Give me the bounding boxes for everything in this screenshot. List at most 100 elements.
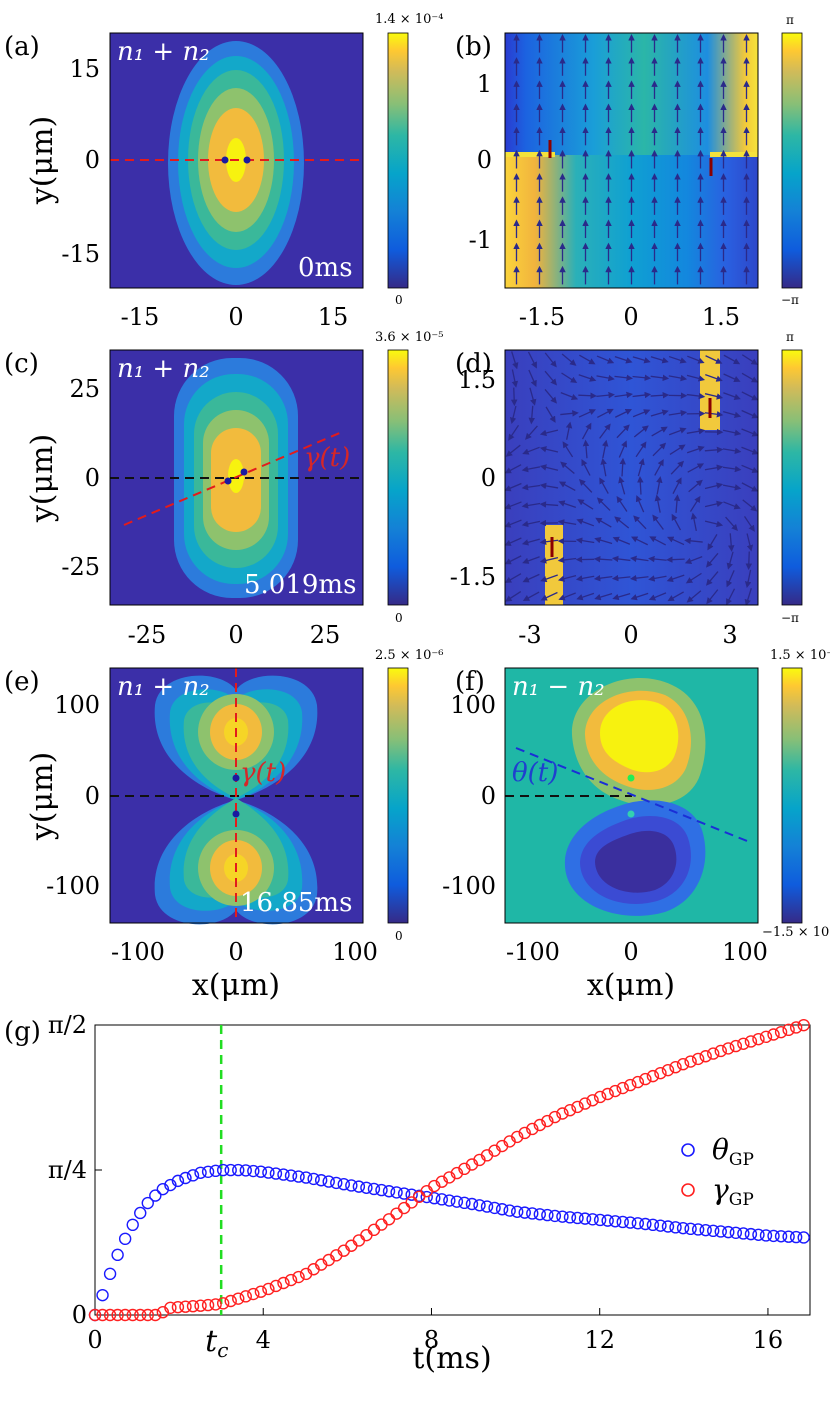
phase-arrow	[706, 589, 719, 605]
panel-f-frame	[504, 667, 759, 924]
data-point	[473, 1199, 486, 1212]
phase-arrow	[688, 479, 703, 493]
phase-arrow	[596, 374, 615, 382]
legend-marker	[681, 1183, 695, 1197]
data-point	[96, 1308, 109, 1322]
phase-arrow	[741, 446, 758, 455]
phase-arrow	[596, 391, 615, 399]
data-point	[722, 1225, 735, 1239]
data-point	[526, 1122, 539, 1136]
phase-arrow	[666, 574, 685, 583]
panel-a-colorbar	[387, 32, 409, 289]
phase-arrow	[722, 429, 742, 436]
data-point	[639, 1217, 652, 1231]
phase-arrow	[742, 499, 758, 512]
panel-b-xtick-3: 1.5	[702, 303, 740, 331]
data-point	[201, 1298, 215, 1312]
data-point	[518, 1206, 531, 1219]
panel-e-xtick-1: -100	[111, 938, 165, 966]
data-point	[593, 1213, 607, 1227]
phase-arrow	[631, 536, 649, 546]
panel-e-time: 16.85ms	[240, 888, 352, 918]
panel-d-colorbar	[781, 349, 803, 606]
data-point	[443, 1194, 456, 1207]
panel-f-angle-label: θ(t)	[512, 758, 558, 788]
phase-arrow	[650, 409, 669, 417]
data-point	[420, 1190, 433, 1204]
phase-arrow	[599, 477, 609, 494]
panel-c-ytick-2: 0	[85, 464, 100, 492]
phase-arrow	[725, 516, 738, 531]
phase-arrow	[597, 408, 614, 419]
data-point	[495, 1203, 509, 1216]
phase-arrow	[614, 391, 633, 399]
phase-arrow	[595, 517, 612, 528]
phase-arrow	[540, 591, 558, 601]
panel-c-angle-label: γ(t)	[304, 443, 350, 473]
data-point	[744, 1035, 758, 1048]
phase-arrow	[686, 374, 706, 382]
panel-d: (d) 1.5 0 -1.5 -3 0 3 π −π	[450, 330, 803, 649]
panel-c-ytick-1: 25	[69, 375, 100, 403]
data-point	[752, 1228, 765, 1241]
data-point	[269, 1167, 283, 1180]
panel-b-colorbar-min: −π	[781, 293, 799, 307]
phase-arrow	[630, 555, 649, 563]
phase-arrow	[668, 374, 688, 382]
diff-contour-neg-3	[595, 830, 677, 893]
panel-b-colorbar-max: π	[786, 13, 794, 27]
panel-a-xtick-3: 15	[318, 303, 349, 331]
phase-arrow	[578, 478, 593, 493]
phase-arrow	[743, 516, 755, 532]
phase-arrow	[633, 425, 649, 438]
data-point	[571, 1100, 584, 1114]
panel-e-xtick-2: 0	[228, 938, 243, 966]
data-point	[774, 1230, 788, 1243]
x-axis-label-g: t(ms)	[412, 1341, 491, 1376]
data-point	[646, 1069, 660, 1083]
phase-arrow	[522, 573, 540, 583]
panel-f-label: (f)	[455, 667, 485, 697]
vortex-marker-left	[221, 156, 229, 164]
phase-arrow	[521, 520, 541, 528]
data-point	[134, 1308, 147, 1322]
data-point	[443, 1171, 456, 1184]
phase-arrow	[656, 476, 663, 495]
phase-arrow	[539, 482, 559, 490]
panel-d-xtick-3: 3	[722, 621, 737, 649]
data-point	[563, 1211, 577, 1224]
data-point	[186, 1300, 200, 1313]
phase-arrow	[671, 513, 682, 531]
panel-c-ytick-3: -25	[61, 553, 100, 581]
phase-arrow	[741, 428, 758, 437]
phase-branch-lower	[545, 525, 563, 605]
phase-arrow	[505, 590, 522, 602]
x-tick-label: 16	[753, 1326, 784, 1354]
phase-arrow	[704, 482, 724, 490]
data-point	[729, 1039, 743, 1053]
data-point	[96, 1288, 109, 1302]
x-axis-label-e: x(μm)	[192, 968, 280, 1003]
phase-arrow	[581, 422, 592, 440]
data-point	[714, 1044, 727, 1058]
phase-arrow	[505, 519, 522, 528]
panel-f-ytick-3: -100	[442, 872, 496, 900]
phase-arrow	[741, 482, 758, 492]
data-point	[277, 1168, 290, 1181]
data-point	[239, 1164, 252, 1177]
panel-d-xtick-1: -3	[518, 621, 541, 649]
data-point	[88, 1308, 102, 1322]
phase-arrow	[686, 590, 702, 603]
phase-arrow	[616, 496, 628, 512]
panel-b-label: (b)	[455, 32, 492, 62]
panel-d-ytick-3: -1.5	[450, 563, 496, 591]
phase-arrow	[612, 592, 631, 601]
data-point	[428, 1191, 441, 1205]
data-point	[375, 1183, 388, 1197]
panel-e-frame	[109, 667, 364, 924]
data-point	[541, 1208, 554, 1222]
phase-arrow	[545, 406, 556, 423]
panel-e-angle-label: γ(t)	[240, 758, 286, 788]
panel-c-label: (c)	[4, 349, 39, 379]
phase-arrow	[618, 440, 628, 458]
